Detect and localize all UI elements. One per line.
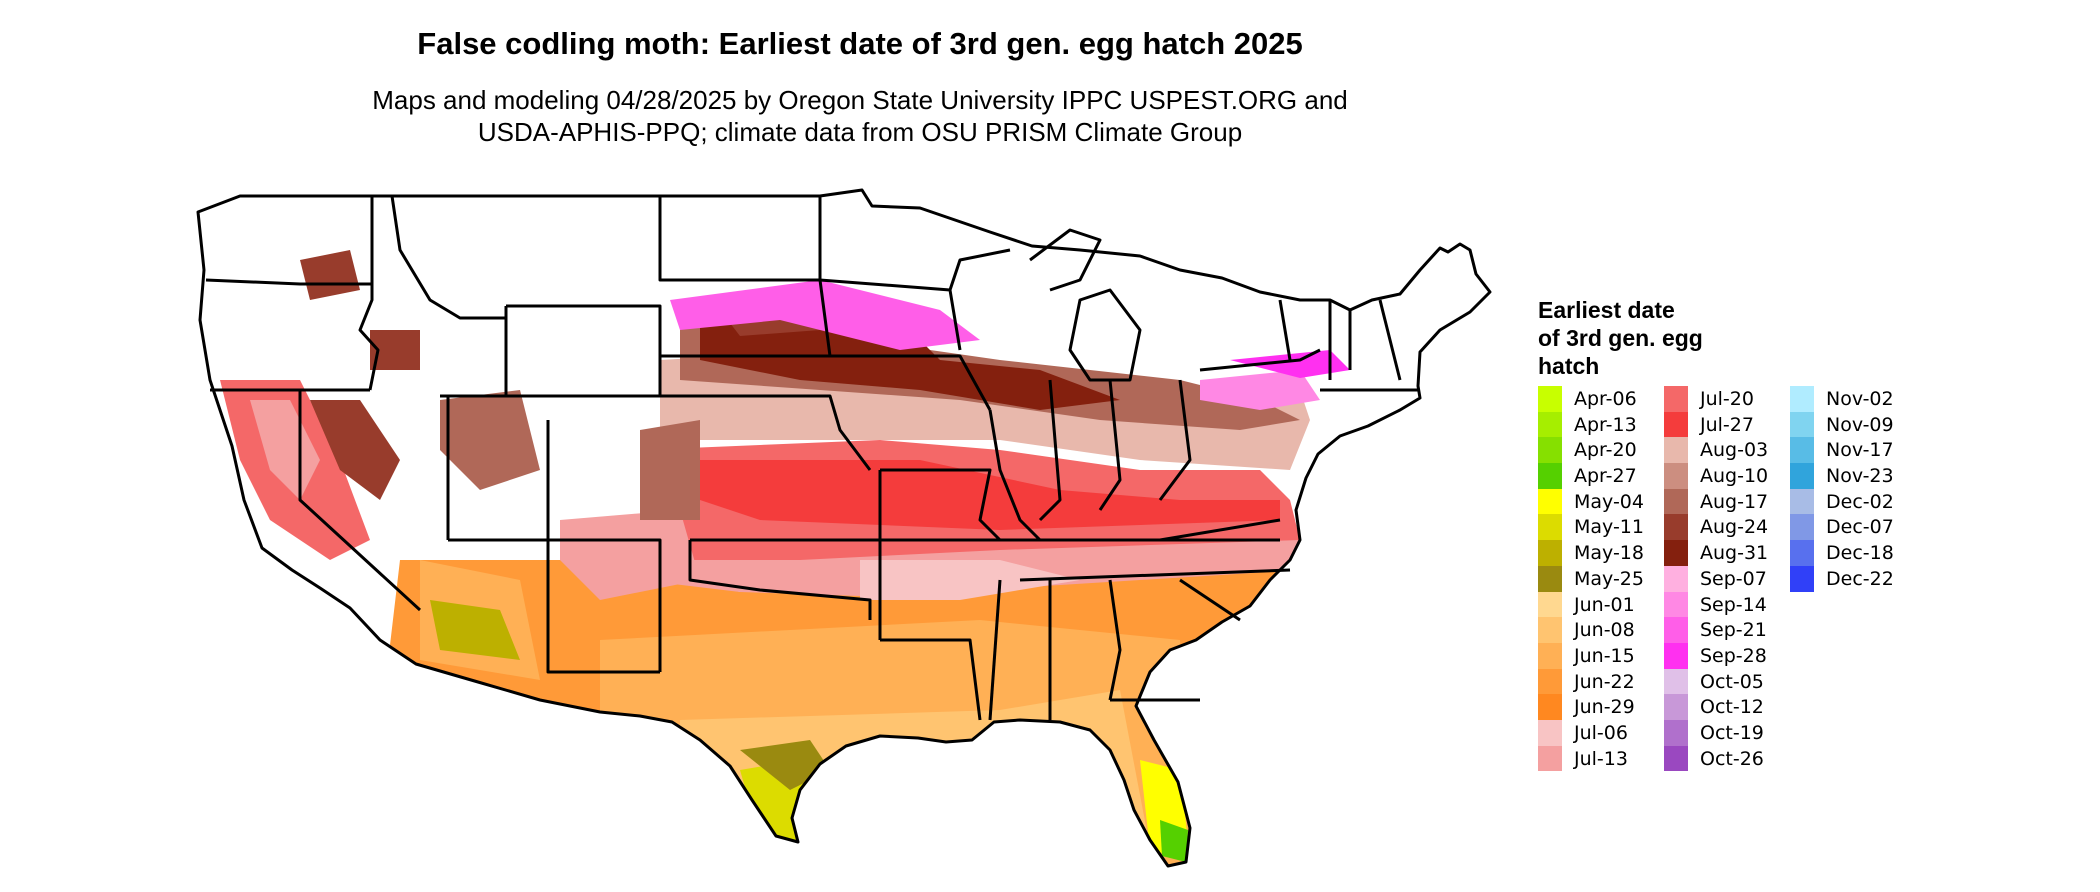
legend-label: Nov-02 <box>1826 388 1894 410</box>
legend-label: Oct-05 <box>1700 670 1764 693</box>
legend-label: Jul-20 <box>1700 388 1754 410</box>
legend-label: Aug-17 <box>1700 490 1769 513</box>
us-degree-day-map <box>196 188 1492 868</box>
legend-label: Nov-09 <box>1826 413 1894 436</box>
map-subtitle: Maps and modeling 04/28/2025 by Oregon S… <box>280 84 1440 148</box>
legend-swatch <box>1538 668 1562 695</box>
legend-swatch <box>1664 745 1688 772</box>
legend-label: Oct-26 <box>1700 747 1764 770</box>
legend-label: May-25 <box>1574 567 1644 590</box>
legend-label: Sep-07 <box>1700 567 1767 590</box>
legend-label: Sep-21 <box>1700 619 1767 642</box>
legend-swatch <box>1538 591 1562 618</box>
legend-label: Apr-20 <box>1574 439 1637 462</box>
legend-label: Dec-02 <box>1826 490 1894 513</box>
legend-label: Jul-13 <box>1574 747 1628 770</box>
legend-swatch <box>1664 411 1688 438</box>
legend-label: Dec-18 <box>1826 542 1894 565</box>
legend-swatch <box>1790 463 1814 489</box>
legend-label: May-18 <box>1574 542 1644 565</box>
legend-swatch <box>1790 514 1814 541</box>
legend-label: Apr-27 <box>1574 465 1637 488</box>
legend-label: Aug-31 <box>1700 542 1769 565</box>
legend-swatch <box>1664 565 1688 592</box>
legend-swatch <box>1538 565 1562 592</box>
legend-label: Nov-17 <box>1826 439 1894 462</box>
legend-label: Jun-29 <box>1574 696 1635 719</box>
legend-swatch <box>1538 540 1562 566</box>
legend-swatch <box>1664 488 1688 515</box>
legend-swatch <box>1664 617 1688 643</box>
degree-day-raster <box>220 250 1350 866</box>
legend-swatch <box>1538 386 1562 412</box>
legend-swatch <box>1664 514 1688 541</box>
legend-swatch <box>1664 694 1688 720</box>
legend-swatch <box>1538 463 1562 489</box>
legend-swatch <box>1538 694 1562 720</box>
legend-swatch <box>1790 540 1814 566</box>
legend-swatch <box>1538 745 1562 772</box>
legend-label: Jun-08 <box>1574 619 1635 642</box>
legend-swatch <box>1664 642 1688 669</box>
legend-swatch <box>1538 642 1562 669</box>
map-title: False codling moth: Earliest date of 3rd… <box>417 26 1303 61</box>
legend-swatch <box>1664 463 1688 489</box>
legend-label: Aug-03 <box>1700 439 1769 462</box>
legend-label: Apr-06 <box>1574 388 1637 410</box>
legend-label: Jun-22 <box>1574 670 1635 693</box>
legend-label: Sep-14 <box>1700 593 1767 616</box>
legend-swatch <box>1790 411 1814 438</box>
legend-label: Oct-19 <box>1700 721 1764 744</box>
legend-swatch <box>1538 411 1562 438</box>
legend-label: Aug-10 <box>1700 465 1769 488</box>
legend-label: Jun-15 <box>1574 644 1635 667</box>
legend-swatch <box>1664 540 1688 566</box>
legend: Apr-06 Apr-13 Apr-20 Apr-27 May-04 May-11 May-… <box>1538 386 1998 786</box>
legend-label: Sep-28 <box>1700 644 1767 667</box>
legend-title-line-2: of 3rd gen. egg <box>1538 325 1703 351</box>
legend-swatch <box>1538 514 1562 541</box>
state-boundaries <box>196 188 1492 868</box>
legend-label: Dec-07 <box>1826 516 1894 539</box>
legend-label: Aug-24 <box>1700 516 1769 539</box>
legend-swatch <box>1538 488 1562 515</box>
legend-label: Jul-06 <box>1574 721 1628 744</box>
legend-swatch <box>1790 488 1814 515</box>
legend-swatch <box>1664 437 1688 464</box>
legend-label: Jun-01 <box>1574 593 1635 616</box>
legend-swatch <box>1790 437 1814 464</box>
legend-swatch <box>1664 386 1688 412</box>
subtitle-line-1: Maps and modeling 04/28/2025 by Oregon S… <box>372 85 1348 115</box>
legend-swatch <box>1790 386 1814 412</box>
legend-label: Apr-13 <box>1574 413 1637 436</box>
legend-title-line-3: hatch <box>1538 353 1600 379</box>
legend-swatch <box>1538 437 1562 464</box>
legend-swatch <box>1538 617 1562 643</box>
legend-label: Nov-23 <box>1826 465 1894 488</box>
legend-swatch <box>1664 719 1688 746</box>
subtitle-line-2: USDA-APHIS-PPQ; climate data from OSU PR… <box>477 117 1243 147</box>
legend-swatch <box>1538 719 1562 746</box>
legend-swatch <box>1664 668 1688 695</box>
legend-label: Oct-12 <box>1700 696 1764 719</box>
legend-label: May-11 <box>1574 516 1644 539</box>
legend-title: Earliest date of 3rd gen. egg hatch <box>1538 296 1768 380</box>
legend-label: May-04 <box>1574 490 1644 513</box>
legend-title-line-1: Earliest date <box>1538 297 1675 323</box>
legend-swatch <box>1664 591 1688 618</box>
legend-label: Dec-22 <box>1826 567 1894 590</box>
legend-label: Jul-27 <box>1700 413 1754 436</box>
legend-swatch <box>1790 565 1814 592</box>
